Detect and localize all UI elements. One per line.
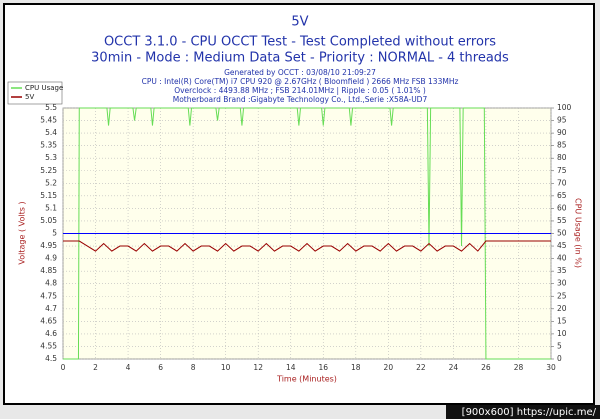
x-tick-label: 24 xyxy=(449,363,459,372)
y-tick-label: 5.2 xyxy=(45,178,57,187)
y2-tick-label: 25 xyxy=(557,291,567,300)
y2-tick-label: 100 xyxy=(557,103,572,112)
series-line xyxy=(63,107,551,360)
y-tick-label: 4.65 xyxy=(40,316,57,325)
info-line: Overclock : 4493.88 MHz ; FSB 214.01MHz … xyxy=(174,86,426,95)
x-tick-label: 4 xyxy=(126,363,131,372)
x-tick-label: 2 xyxy=(93,363,98,372)
x-tick-label: 14 xyxy=(286,363,296,372)
watermark-bg xyxy=(446,405,600,419)
x-tick-label: 6 xyxy=(158,363,163,372)
x-tick-label: 26 xyxy=(481,363,491,372)
watermark: [900x600] https://upic.me/ xyxy=(462,407,597,418)
subtitle: OCCT 3.1.0 - CPU OCCT Test - Test Comple… xyxy=(104,35,496,50)
info-line: Motherboard Brand :Gigabyte Technology C… xyxy=(173,95,428,104)
y2-tick-label: 10 xyxy=(557,329,567,338)
y-tick-label: 5.1 xyxy=(45,203,57,212)
y2-tick-label: 65 xyxy=(557,191,567,200)
chart-title: 5V xyxy=(291,15,308,30)
legend-label: CPU Usage xyxy=(25,84,63,92)
y-tick-label: 5.15 xyxy=(40,191,57,200)
y2-axis-label: CPU Usage (in %) xyxy=(574,198,583,268)
info-line: Generated by OCCT : 03/08/10 21:09:27 xyxy=(224,68,376,77)
y2-tick-label: 95 xyxy=(557,116,567,125)
legend-label: 5V xyxy=(25,93,34,101)
y2-tick-label: 55 xyxy=(557,216,567,225)
y-tick-label: 5.5 xyxy=(45,103,57,112)
y-tick-label: 4.7 xyxy=(45,304,57,313)
x-tick-label: 0 xyxy=(61,363,66,372)
y2-tick-label: 5 xyxy=(557,341,562,350)
x-axis-label: Time (Minutes) xyxy=(276,375,337,384)
y-tick-label: 5.35 xyxy=(40,141,57,150)
series-line xyxy=(63,240,551,252)
y-tick-label: 5 xyxy=(52,229,57,238)
y-tick-label: 4.85 xyxy=(40,266,57,275)
x-tick-label: 30 xyxy=(546,363,556,372)
x-tick-label: 28 xyxy=(514,363,524,372)
y-tick-label: 4.6 xyxy=(45,329,57,338)
y2-tick-label: 75 xyxy=(557,166,567,175)
subtitle: 30min - Mode : Medium Data Set - Priorit… xyxy=(91,51,509,66)
y2-tick-label: 85 xyxy=(557,141,567,150)
y-tick-label: 5.4 xyxy=(45,128,57,137)
y2-tick-label: 35 xyxy=(557,266,567,275)
y-axis-label: Voltage ( Volts ) xyxy=(18,201,27,264)
y2-tick-label: 0 xyxy=(557,354,562,363)
y2-tick-label: 70 xyxy=(557,178,567,187)
x-tick-label: 8 xyxy=(191,363,196,372)
y2-tick-label: 90 xyxy=(557,128,567,137)
y2-tick-label: 80 xyxy=(557,153,567,162)
x-tick-label: 20 xyxy=(384,363,394,372)
y-tick-label: 4.5 xyxy=(45,354,57,363)
y-tick-label: 4.8 xyxy=(45,279,57,288)
y-tick-label: 4.55 xyxy=(40,341,57,350)
y2-tick-label: 20 xyxy=(557,304,567,313)
y-tick-label: 4.9 xyxy=(45,254,57,263)
y-tick-label: 5.25 xyxy=(40,166,57,175)
y2-tick-label: 60 xyxy=(557,203,567,212)
y2-tick-label: 30 xyxy=(557,279,567,288)
y-tick-label: 5.45 xyxy=(40,116,57,125)
x-tick-label: 10 xyxy=(221,363,231,372)
y2-tick-label: 45 xyxy=(557,241,567,250)
y-tick-label: 4.75 xyxy=(40,291,57,300)
y2-tick-label: 50 xyxy=(557,229,567,238)
x-tick-label: 16 xyxy=(318,363,328,372)
y-tick-label: 5.3 xyxy=(45,153,57,162)
x-tick-label: 18 xyxy=(351,363,361,372)
info-line: CPU : Intel(R) Core(TM) i7 CPU 920 @ 2.6… xyxy=(142,77,459,86)
y2-tick-label: 40 xyxy=(557,254,567,263)
x-tick-label: 22 xyxy=(416,363,426,372)
y-tick-label: 5.05 xyxy=(40,216,57,225)
x-tick-label: 12 xyxy=(253,363,263,372)
y2-tick-label: 15 xyxy=(557,316,567,325)
y-tick-label: 4.95 xyxy=(40,241,57,250)
